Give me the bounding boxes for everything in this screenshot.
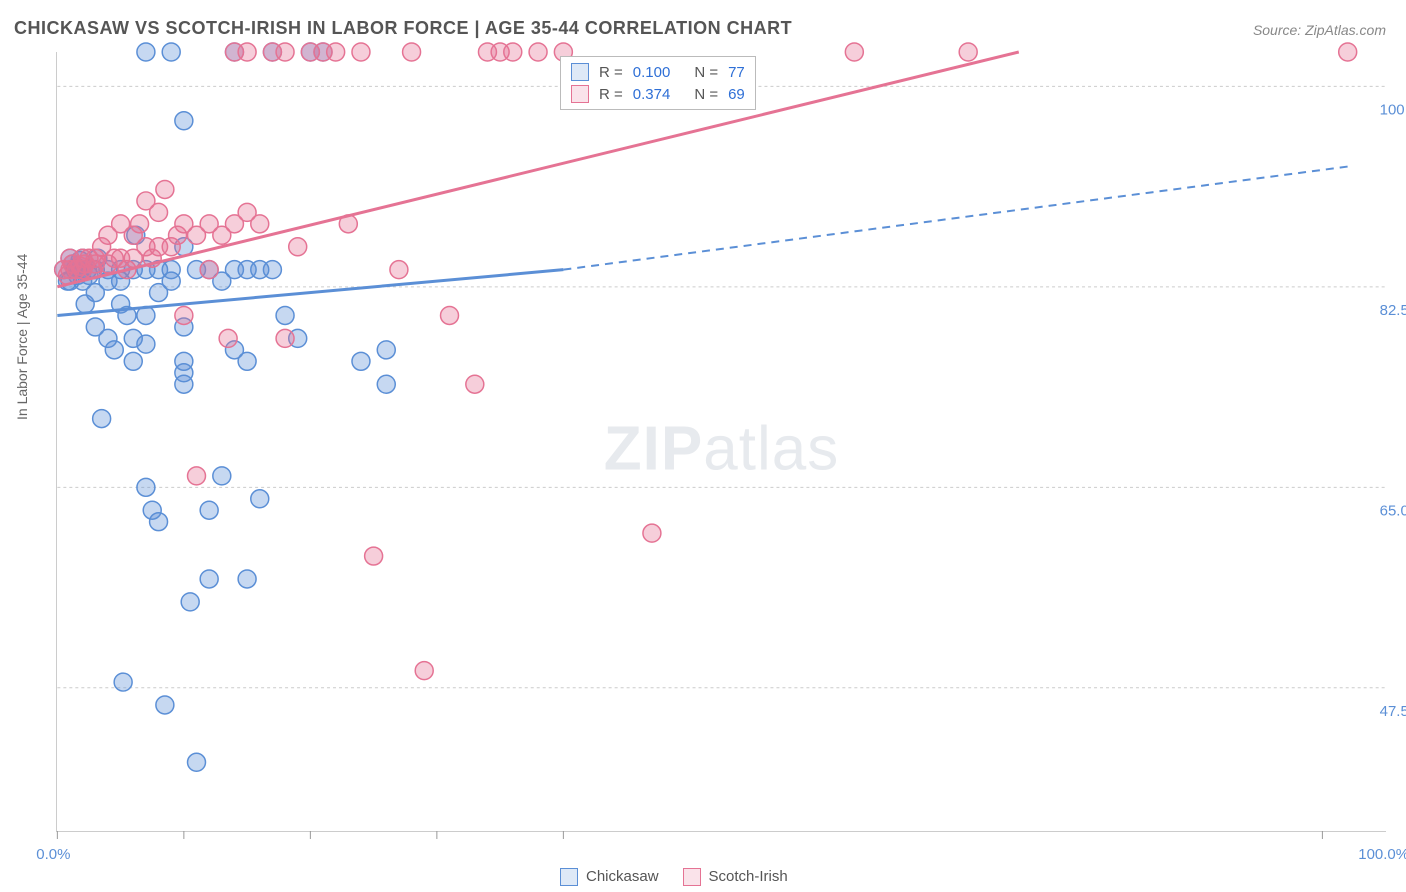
data-point bbox=[175, 375, 193, 393]
data-point bbox=[137, 478, 155, 496]
n-label: N = bbox=[694, 64, 718, 81]
data-point bbox=[466, 375, 484, 393]
data-point bbox=[150, 203, 168, 221]
data-point bbox=[1339, 43, 1357, 61]
legend-item: Scotch-Irish bbox=[683, 868, 788, 886]
data-point bbox=[162, 43, 180, 61]
correlation-row: R = 0.100 N = 77 bbox=[569, 61, 747, 83]
data-point bbox=[276, 43, 294, 61]
n-value: 77 bbox=[728, 64, 745, 81]
svg-text:0.0%: 0.0% bbox=[36, 846, 70, 863]
data-point bbox=[219, 329, 237, 347]
n-value: 69 bbox=[728, 86, 745, 103]
data-point bbox=[131, 215, 149, 233]
data-point bbox=[643, 524, 661, 542]
svg-text:47.5%: 47.5% bbox=[1380, 703, 1406, 720]
legend-swatch bbox=[560, 868, 578, 886]
data-point bbox=[377, 375, 395, 393]
series-swatch bbox=[571, 63, 589, 81]
data-point bbox=[365, 547, 383, 565]
trend-line-extrapolated bbox=[563, 167, 1347, 270]
data-point bbox=[150, 513, 168, 531]
data-point bbox=[276, 306, 294, 324]
data-point bbox=[251, 215, 269, 233]
trend-line bbox=[57, 52, 1018, 287]
svg-text:65.0%: 65.0% bbox=[1380, 502, 1406, 519]
data-point bbox=[105, 341, 123, 359]
data-point bbox=[415, 662, 433, 680]
data-point bbox=[188, 467, 206, 485]
data-point bbox=[504, 43, 522, 61]
data-point bbox=[377, 341, 395, 359]
data-point bbox=[276, 329, 294, 347]
data-point bbox=[175, 306, 193, 324]
data-point bbox=[529, 43, 547, 61]
y-axis-label: In Labor Force | Age 35-44 bbox=[14, 254, 30, 420]
plot-area: 100.0%82.5%65.0%47.5%0.0%100.0% ZIPatlas bbox=[56, 52, 1386, 832]
data-point bbox=[213, 467, 231, 485]
r-value: 0.100 bbox=[633, 64, 671, 81]
data-point bbox=[114, 673, 132, 691]
data-point bbox=[441, 306, 459, 324]
data-point bbox=[93, 410, 111, 428]
chart-container: CHICKASAW VS SCOTCH-IRISH IN LABOR FORCE… bbox=[0, 0, 1406, 892]
data-point bbox=[289, 238, 307, 256]
svg-text:82.5%: 82.5% bbox=[1380, 302, 1406, 319]
n-label: N = bbox=[694, 86, 718, 103]
data-point bbox=[238, 43, 256, 61]
data-point bbox=[137, 43, 155, 61]
r-value: 0.374 bbox=[633, 86, 671, 103]
data-point bbox=[162, 272, 180, 290]
data-point bbox=[251, 490, 269, 508]
svg-text:100.0%: 100.0% bbox=[1380, 101, 1406, 118]
correlation-legend-box: R = 0.100 N = 77 R = 0.374 N = 69 bbox=[560, 56, 756, 110]
data-point bbox=[263, 261, 281, 279]
legend-item: Chickasaw bbox=[560, 868, 659, 886]
r-label: R = bbox=[599, 86, 623, 103]
chart-title: CHICKASAW VS SCOTCH-IRISH IN LABOR FORCE… bbox=[14, 18, 792, 39]
data-point bbox=[352, 43, 370, 61]
data-point bbox=[188, 753, 206, 771]
data-point bbox=[200, 261, 218, 279]
data-point bbox=[352, 352, 370, 370]
series-legend: Chickasaw Scotch-Irish bbox=[560, 868, 788, 886]
legend-label: Scotch-Irish bbox=[709, 868, 788, 885]
series-swatch bbox=[571, 85, 589, 103]
correlation-row: R = 0.374 N = 69 bbox=[569, 83, 747, 105]
plot-svg: 100.0%82.5%65.0%47.5%0.0%100.0% bbox=[57, 52, 1386, 831]
data-point bbox=[200, 501, 218, 519]
data-point bbox=[845, 43, 863, 61]
data-point bbox=[238, 352, 256, 370]
data-point bbox=[403, 43, 421, 61]
data-point bbox=[181, 593, 199, 611]
data-point bbox=[959, 43, 977, 61]
data-point bbox=[156, 696, 174, 714]
svg-text:100.0%: 100.0% bbox=[1358, 846, 1406, 863]
data-point bbox=[200, 570, 218, 588]
data-point bbox=[175, 112, 193, 130]
legend-label: Chickasaw bbox=[586, 868, 659, 885]
r-label: R = bbox=[599, 64, 623, 81]
chart-source: Source: ZipAtlas.com bbox=[1253, 22, 1386, 38]
data-point bbox=[238, 570, 256, 588]
data-point bbox=[156, 180, 174, 198]
legend-swatch bbox=[683, 868, 701, 886]
data-point bbox=[124, 352, 142, 370]
data-point bbox=[390, 261, 408, 279]
data-point bbox=[327, 43, 345, 61]
data-point bbox=[137, 335, 155, 353]
